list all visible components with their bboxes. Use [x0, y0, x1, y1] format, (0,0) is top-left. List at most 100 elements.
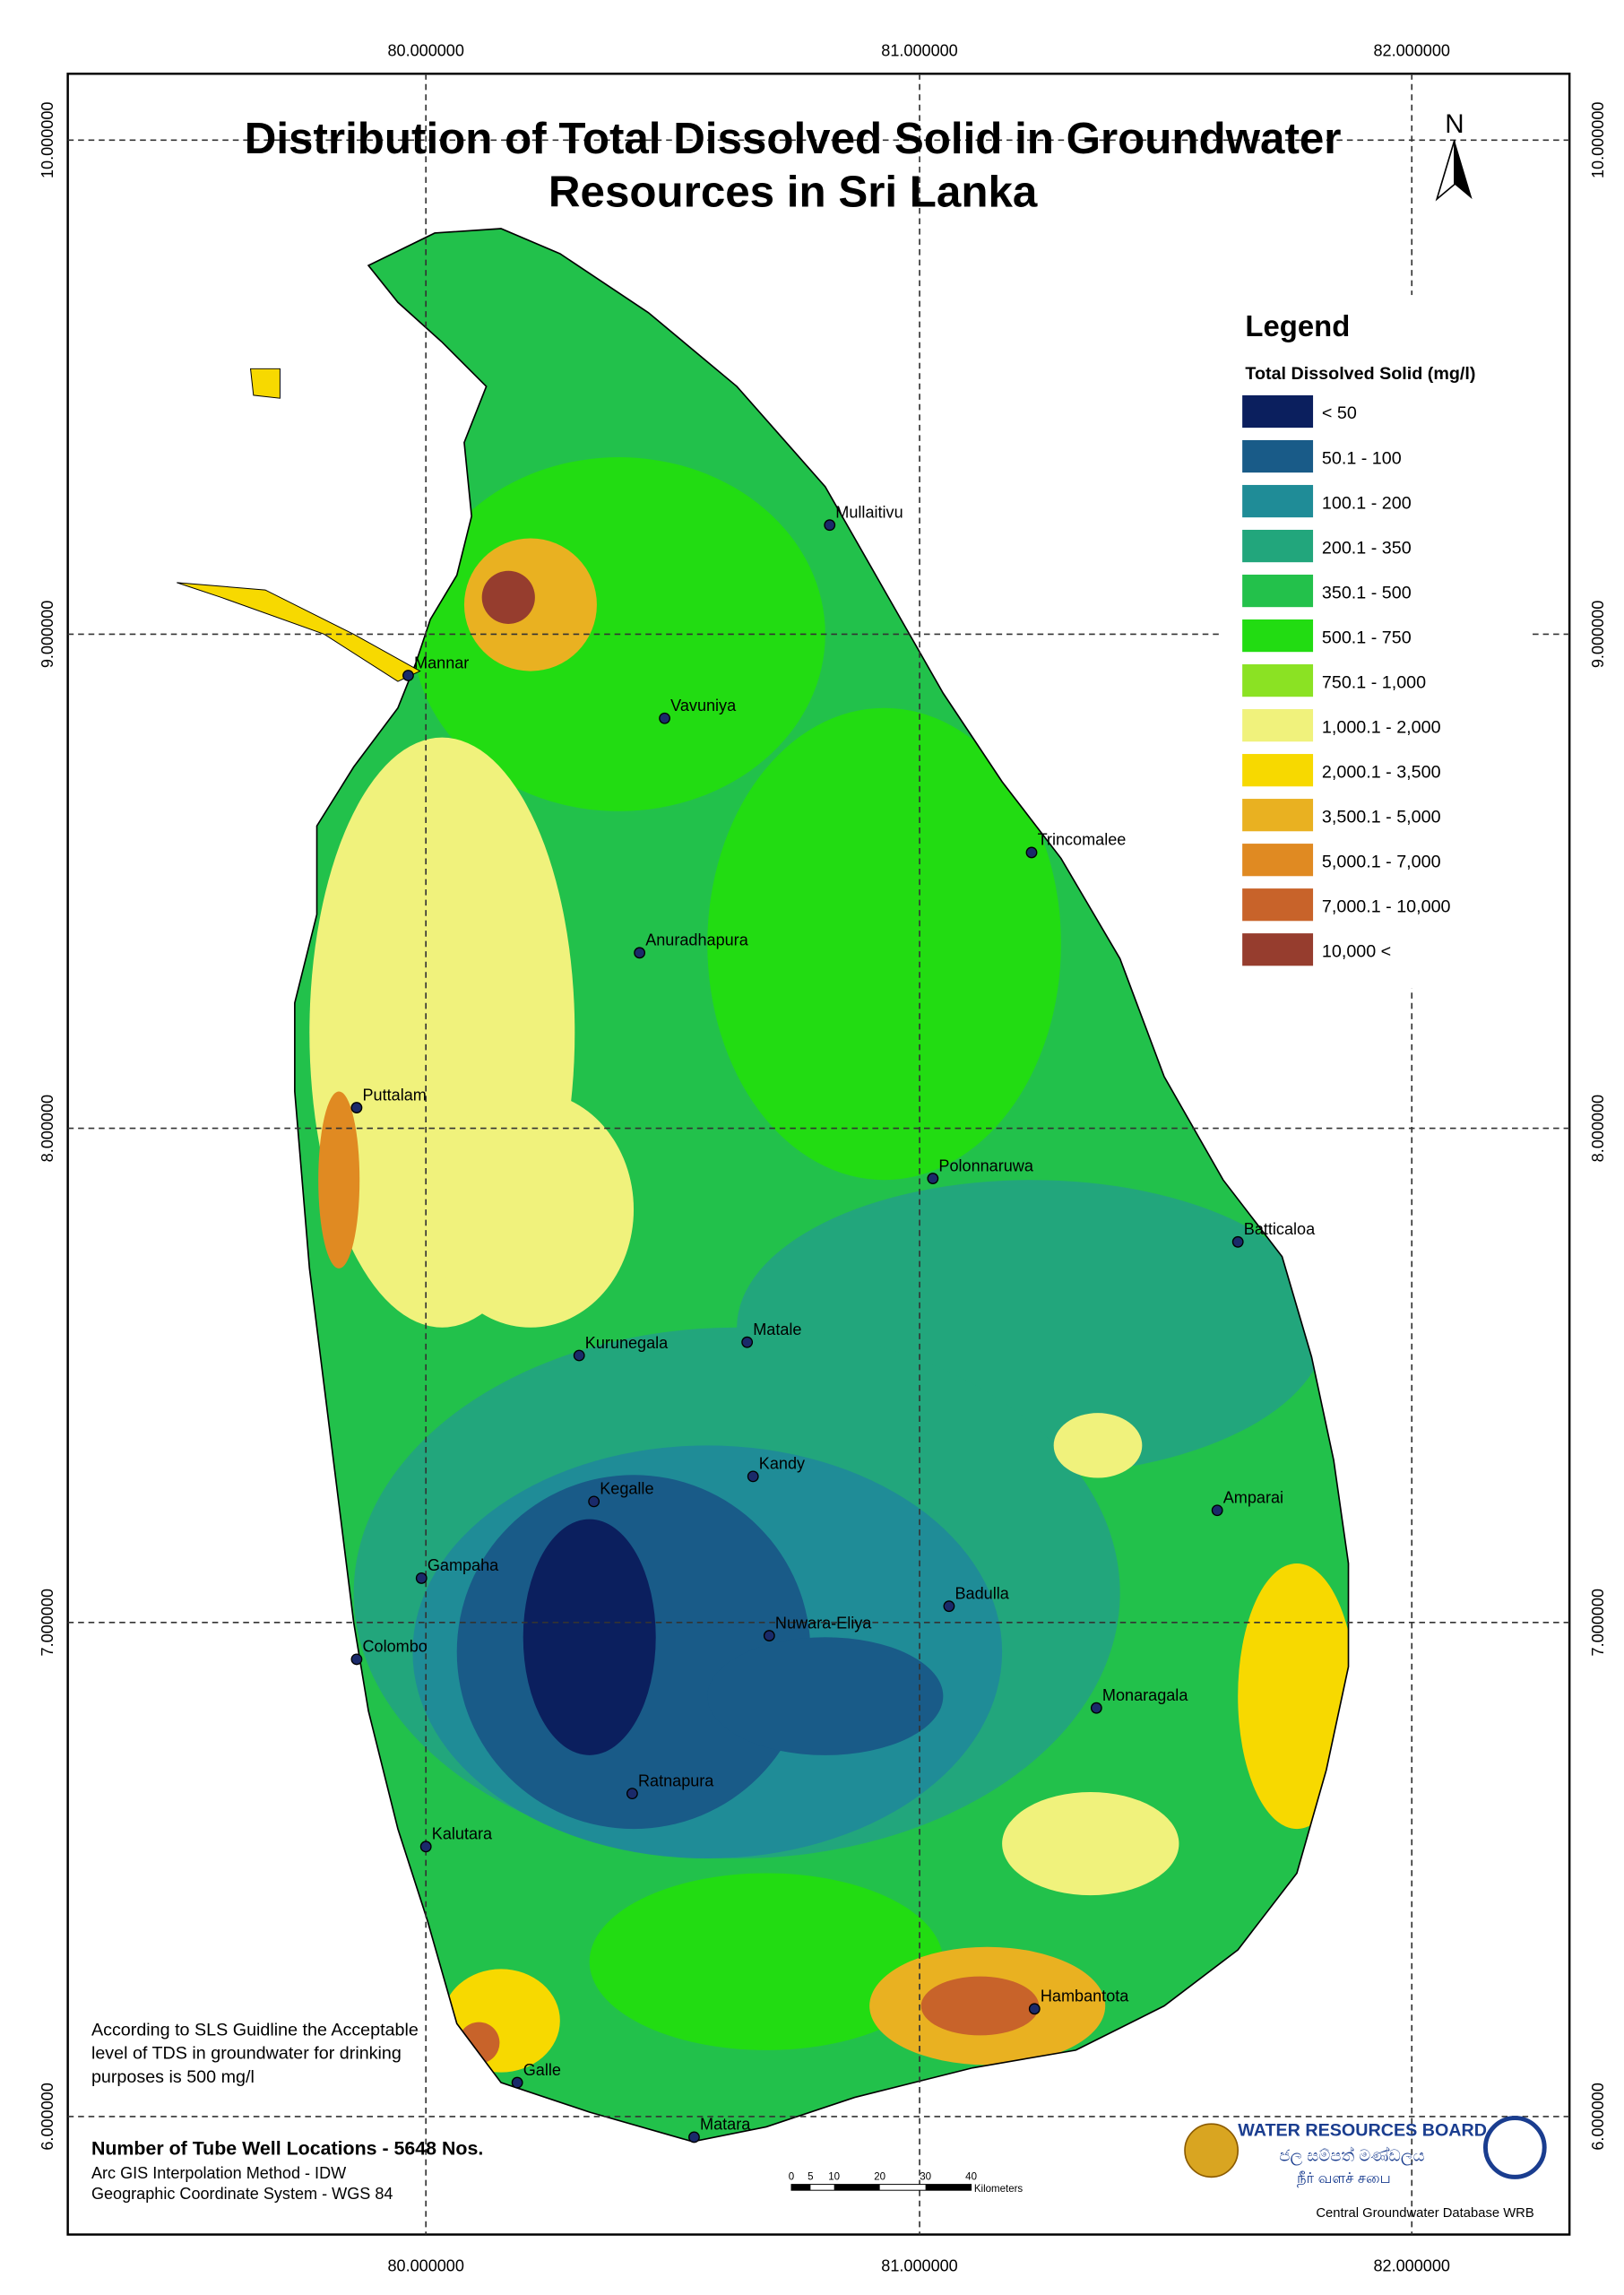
latitude-label: 8.000000 [1589, 1095, 1607, 1162]
latitude-label: 6.000000 [1589, 2083, 1607, 2150]
legend-swatch [1242, 664, 1314, 697]
city-label: Mannar [414, 654, 469, 671]
legend-label: 1,000.1 - 2,000 [1322, 717, 1441, 737]
legend-swatch [1242, 754, 1314, 787]
latitude-label: 10.000000 [1589, 102, 1607, 178]
note: According to SLS Guidline the Acceptable… [91, 2020, 419, 2087]
scale-bar-segment [790, 2184, 811, 2191]
map-frame [66, 73, 1571, 2236]
legend-label: 50.1 - 100 [1322, 448, 1402, 468]
method: Arc GIS Interpolation Method - IDW [91, 2164, 346, 2182]
city-dot [927, 1173, 939, 1184]
legend-label: 10,000 < [1322, 941, 1391, 961]
legend-items: < 50 50.1 - 100 100.1 - 200 200.1 - 350 350.… [1242, 394, 1451, 966]
legend-swatch [1242, 439, 1314, 473]
note-line: level of TDS in groundwater for drinking [91, 2044, 402, 2064]
city-dot [573, 1349, 585, 1362]
wrb-emblem [1482, 2116, 1547, 2179]
city-dot [688, 2131, 700, 2143]
legend-swatch [1242, 394, 1314, 429]
city-label: Matara [700, 2116, 751, 2134]
map-title: Distribution of Total Dissolved Solid in… [245, 114, 1342, 163]
city-markers: Mullaitivu Mannar Vavuniya Trincomalee Anura… [350, 503, 1316, 2143]
legend-swatch [1242, 799, 1314, 832]
city-label: Mullaitivu [835, 503, 903, 521]
legend-label: 7,000.1 - 10,000 [1322, 896, 1451, 916]
city-dot [1028, 2003, 1041, 2015]
city-label: Trincomalee [1038, 831, 1127, 849]
note-line: According to SLS Guidline the Acceptable [91, 2020, 419, 2040]
latitude-label: 8.000000 [39, 1095, 56, 1162]
city-dot [419, 1840, 432, 1853]
city-dot [1231, 1235, 1244, 1248]
longitude-label: 82.000000 [1374, 2257, 1450, 2275]
city-label: Galle [523, 2061, 561, 2079]
legend-swatch [1242, 619, 1314, 653]
city-label: Batticaloa [1244, 1220, 1316, 1238]
north-arrow [1435, 140, 1456, 202]
wrb-logo: WATER RESOURCES BOARD ජල සම්පත් මණ්ඩලය ந… [1184, 2116, 1547, 2187]
longitude-label: 81.000000 [881, 42, 957, 60]
legend-label: 750.1 - 1,000 [1322, 672, 1426, 692]
tube-well-count: Number of Tube Well Locations - 5648 Nos… [91, 2138, 483, 2160]
city-dot [1211, 1504, 1223, 1517]
latitude-label: 9.000000 [39, 601, 56, 668]
scale-unit: Kilometers [974, 2184, 1024, 2195]
city-label: Nuwara-Eliya [775, 1614, 872, 1632]
city-label: Hambantota [1041, 1988, 1129, 2005]
legend-label: 100.1 - 200 [1322, 493, 1412, 513]
legend-title: Legend [1245, 309, 1350, 342]
legend-swatch [1242, 888, 1314, 922]
legend-label: 3,500.1 - 5,000 [1322, 807, 1441, 827]
latitude-label: 10.000000 [39, 102, 56, 178]
latitude-label: 7.000000 [39, 1589, 56, 1656]
legend-swatch [1242, 529, 1314, 563]
logo-english: WATER RESOURCES BOARD [1238, 2120, 1487, 2140]
map-title: Resources in Sri Lanka [549, 167, 1038, 216]
logo-sinhala: ජල සම්පත් මණ්ඩලය [1279, 2146, 1424, 2165]
city-label: Kalutara [432, 1825, 493, 1843]
city-dot [626, 1788, 638, 1800]
longitude-label: 82.000000 [1374, 42, 1450, 60]
scale-tick-label: 10 [828, 2172, 840, 2183]
coordinate-system: Geographic Coordinate System - WGS 84 [91, 2185, 393, 2203]
north-label: N [1445, 109, 1464, 139]
longitude-label: 81.000000 [881, 2257, 957, 2275]
city-dot [659, 712, 670, 724]
legend-label: 500.1 - 750 [1322, 628, 1412, 647]
longitude-label: 80.000000 [387, 42, 463, 60]
latitude-label: 9.000000 [1589, 601, 1607, 668]
city-dot [634, 947, 646, 959]
legend-label: 200.1 - 350 [1322, 538, 1412, 558]
city-label: Monaragala [1102, 1686, 1188, 1704]
city-dot [1090, 1702, 1102, 1714]
longitude-label: 80.000000 [387, 2257, 463, 2275]
legend-swatch [1242, 709, 1314, 742]
city-dot [350, 1653, 363, 1666]
note-line: purposes is 500 mg/l [91, 2067, 255, 2087]
city-label: Kurunegala [585, 1334, 669, 1352]
city-label: Vavuniya [670, 697, 737, 714]
legend-label: 350.1 - 500 [1322, 583, 1412, 602]
legend-label: 2,000.1 - 3,500 [1322, 762, 1441, 782]
city-dot [763, 1630, 775, 1641]
scale-bar-segment [834, 2184, 880, 2191]
city-dot [741, 1336, 754, 1348]
legend-swatch [1242, 933, 1314, 966]
city-label: Polonnaruwa [938, 1156, 1033, 1174]
city-label: Badulla [955, 1584, 1009, 1602]
scale-tick-label: 40 [965, 2172, 977, 2183]
city-dot [943, 1600, 955, 1613]
legend-swatch [1242, 844, 1314, 877]
graticule: 80.000000 80.000000 81.000000 81.000000 82.0… [39, 42, 1607, 2275]
latitude-label: 6.000000 [39, 2083, 56, 2150]
city-dot [588, 1495, 600, 1508]
city-label: Anuradhapura [645, 931, 748, 949]
city-label: Amparai [1223, 1488, 1283, 1506]
city-label: Kandy [759, 1455, 805, 1473]
city-dot [350, 1102, 363, 1113]
city-label: Kegalle [600, 1480, 653, 1498]
city-dot [1025, 846, 1038, 859]
